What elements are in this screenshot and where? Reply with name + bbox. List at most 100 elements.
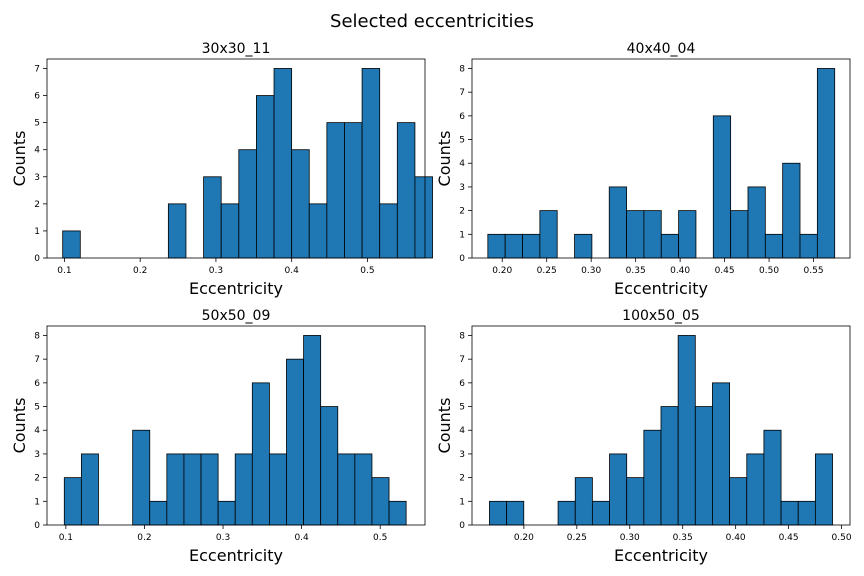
x-tick-label: 0.35: [673, 533, 693, 543]
y-tick-label: 5: [459, 403, 465, 413]
histogram-bar: [660, 233, 680, 259]
histogram-bar: [326, 122, 345, 259]
histogram-bar: [268, 453, 287, 526]
panel-title: 50x50_09: [202, 308, 271, 324]
y-tick-label: 0: [34, 254, 40, 264]
x-tick-label: 0.1: [59, 533, 73, 543]
x-tick-label: 0.4: [294, 533, 309, 543]
x-tick-label: 0.30: [581, 266, 601, 276]
histogram-bar: [166, 453, 185, 526]
axes-frame: [471, 58, 851, 259]
histogram-bar: [217, 500, 236, 526]
y-tick-label: 8: [459, 331, 465, 341]
histogram-bar: [203, 176, 222, 259]
x-tick-label: 0.45: [715, 266, 735, 276]
y-tick-label: 2: [34, 474, 40, 484]
y-tick-label: 4: [34, 146, 40, 156]
histogram-bar: [303, 335, 322, 526]
y-tick-label: 3: [34, 450, 40, 460]
histogram-bar: [816, 68, 836, 259]
x-tick-label: 0.25: [537, 266, 557, 276]
y-tick-label: 0: [459, 521, 465, 531]
histogram-bar: [814, 453, 833, 526]
x-axis-label: Eccentricity: [614, 279, 708, 298]
y-tick-label: 4: [459, 426, 465, 436]
histogram-bar: [660, 406, 679, 526]
histogram-bar: [643, 429, 662, 526]
x-tick-label: 0.50: [759, 266, 779, 276]
histogram-bar: [200, 453, 219, 526]
x-tick-label: 0.2: [137, 533, 151, 543]
subplots-grid: 0.1 0.2 0.3 0.4 0.50123456730x30_11Eccentric…: [10, 41, 852, 565]
panel-title: 30x30_11: [202, 41, 271, 57]
histogram-bar: [677, 335, 696, 526]
y-tick-label: 7: [459, 355, 465, 365]
x-tick-label: 0.4: [285, 266, 300, 276]
histogram-bar: [487, 233, 506, 259]
histogram-bar: [797, 500, 816, 526]
histogram-bar: [729, 477, 748, 526]
x-tick-label: 0.5: [373, 533, 387, 543]
y-tick-label: 4: [459, 159, 465, 169]
x-axis-label: Eccentricity: [614, 546, 708, 565]
x-tick-label: 0.3: [216, 533, 230, 543]
histogram-bar: [764, 233, 784, 259]
y-tick-label: 3: [459, 450, 465, 460]
histogram-bar: [609, 453, 628, 526]
histogram-bar: [608, 186, 627, 259]
histogram-bar: [643, 210, 662, 259]
x-axis-label: Eccentricity: [189, 546, 283, 565]
histogram-bar: [80, 453, 99, 526]
histogram-bar: [149, 500, 168, 526]
histogram-bar: [371, 477, 390, 526]
y-tick-label: 5: [34, 119, 40, 129]
histogram-bar: [220, 203, 240, 259]
y-tick-label: 7: [459, 88, 465, 98]
histogram-bar: [238, 149, 257, 259]
histogram-bar: [251, 382, 270, 526]
x-tick-label: 0.35: [626, 266, 646, 276]
histogram-bar: [746, 453, 765, 526]
y-tick-label: 2: [34, 200, 40, 210]
y-tick-label: 1: [34, 497, 40, 507]
y-tick-label: 2: [459, 474, 465, 484]
y-tick-label: 6: [459, 112, 465, 122]
histogram-bar: [273, 68, 293, 259]
y-axis-label: Counts: [10, 398, 29, 454]
histogram-bar: [414, 176, 433, 259]
histogram-bar: [730, 210, 749, 259]
x-tick-label: 0.1: [57, 266, 71, 276]
x-tick-label: 0.55: [804, 266, 824, 276]
y-tick-label: 0: [34, 521, 40, 531]
histogram-bar: [782, 162, 801, 259]
y-tick-label: 6: [34, 379, 40, 389]
y-tick-label: 4: [34, 426, 40, 436]
histogram-panel-1: 0.1 0.2 0.3 0.4 0.5 0 1 2 3 4 5 6 7 30x30_11 Eccentric…: [10, 41, 433, 298]
histogram-bar: [504, 233, 523, 259]
histogram-bar: [167, 203, 187, 259]
histogram-bar: [539, 210, 558, 259]
histogram-bar: [291, 149, 310, 259]
y-tick-label: 7: [34, 355, 40, 365]
x-tick-label: 0.20: [492, 266, 512, 276]
x-tick-label: 0.45: [779, 533, 799, 543]
histogram-bar: [678, 210, 697, 259]
histogram-bar: [396, 122, 416, 259]
histogram-bar: [626, 210, 645, 259]
histogram-bar: [799, 233, 818, 259]
axes-frame: [46, 58, 426, 259]
y-tick-label: 6: [459, 379, 465, 389]
y-tick-label: 1: [34, 227, 40, 237]
histogram-bar: [522, 233, 541, 259]
histogram-bar: [747, 186, 766, 259]
histogram-bar: [183, 453, 202, 526]
y-axis-label: Counts: [435, 131, 454, 187]
y-tick-label: 5: [34, 403, 40, 413]
y-tick-label: 3: [459, 183, 465, 193]
histogram-bar: [574, 233, 593, 259]
x-tick-label: 0.5: [360, 266, 374, 276]
y-tick-label: 2: [459, 207, 465, 217]
histogram-panel-2: 0.20 0.25 0.30 0.35 0.40 0.45 0.50 0.55 0 1 2 3 4 5 6 7…: [435, 41, 851, 298]
histogram-bar: [763, 429, 782, 526]
histogram-bar: [308, 203, 328, 259]
